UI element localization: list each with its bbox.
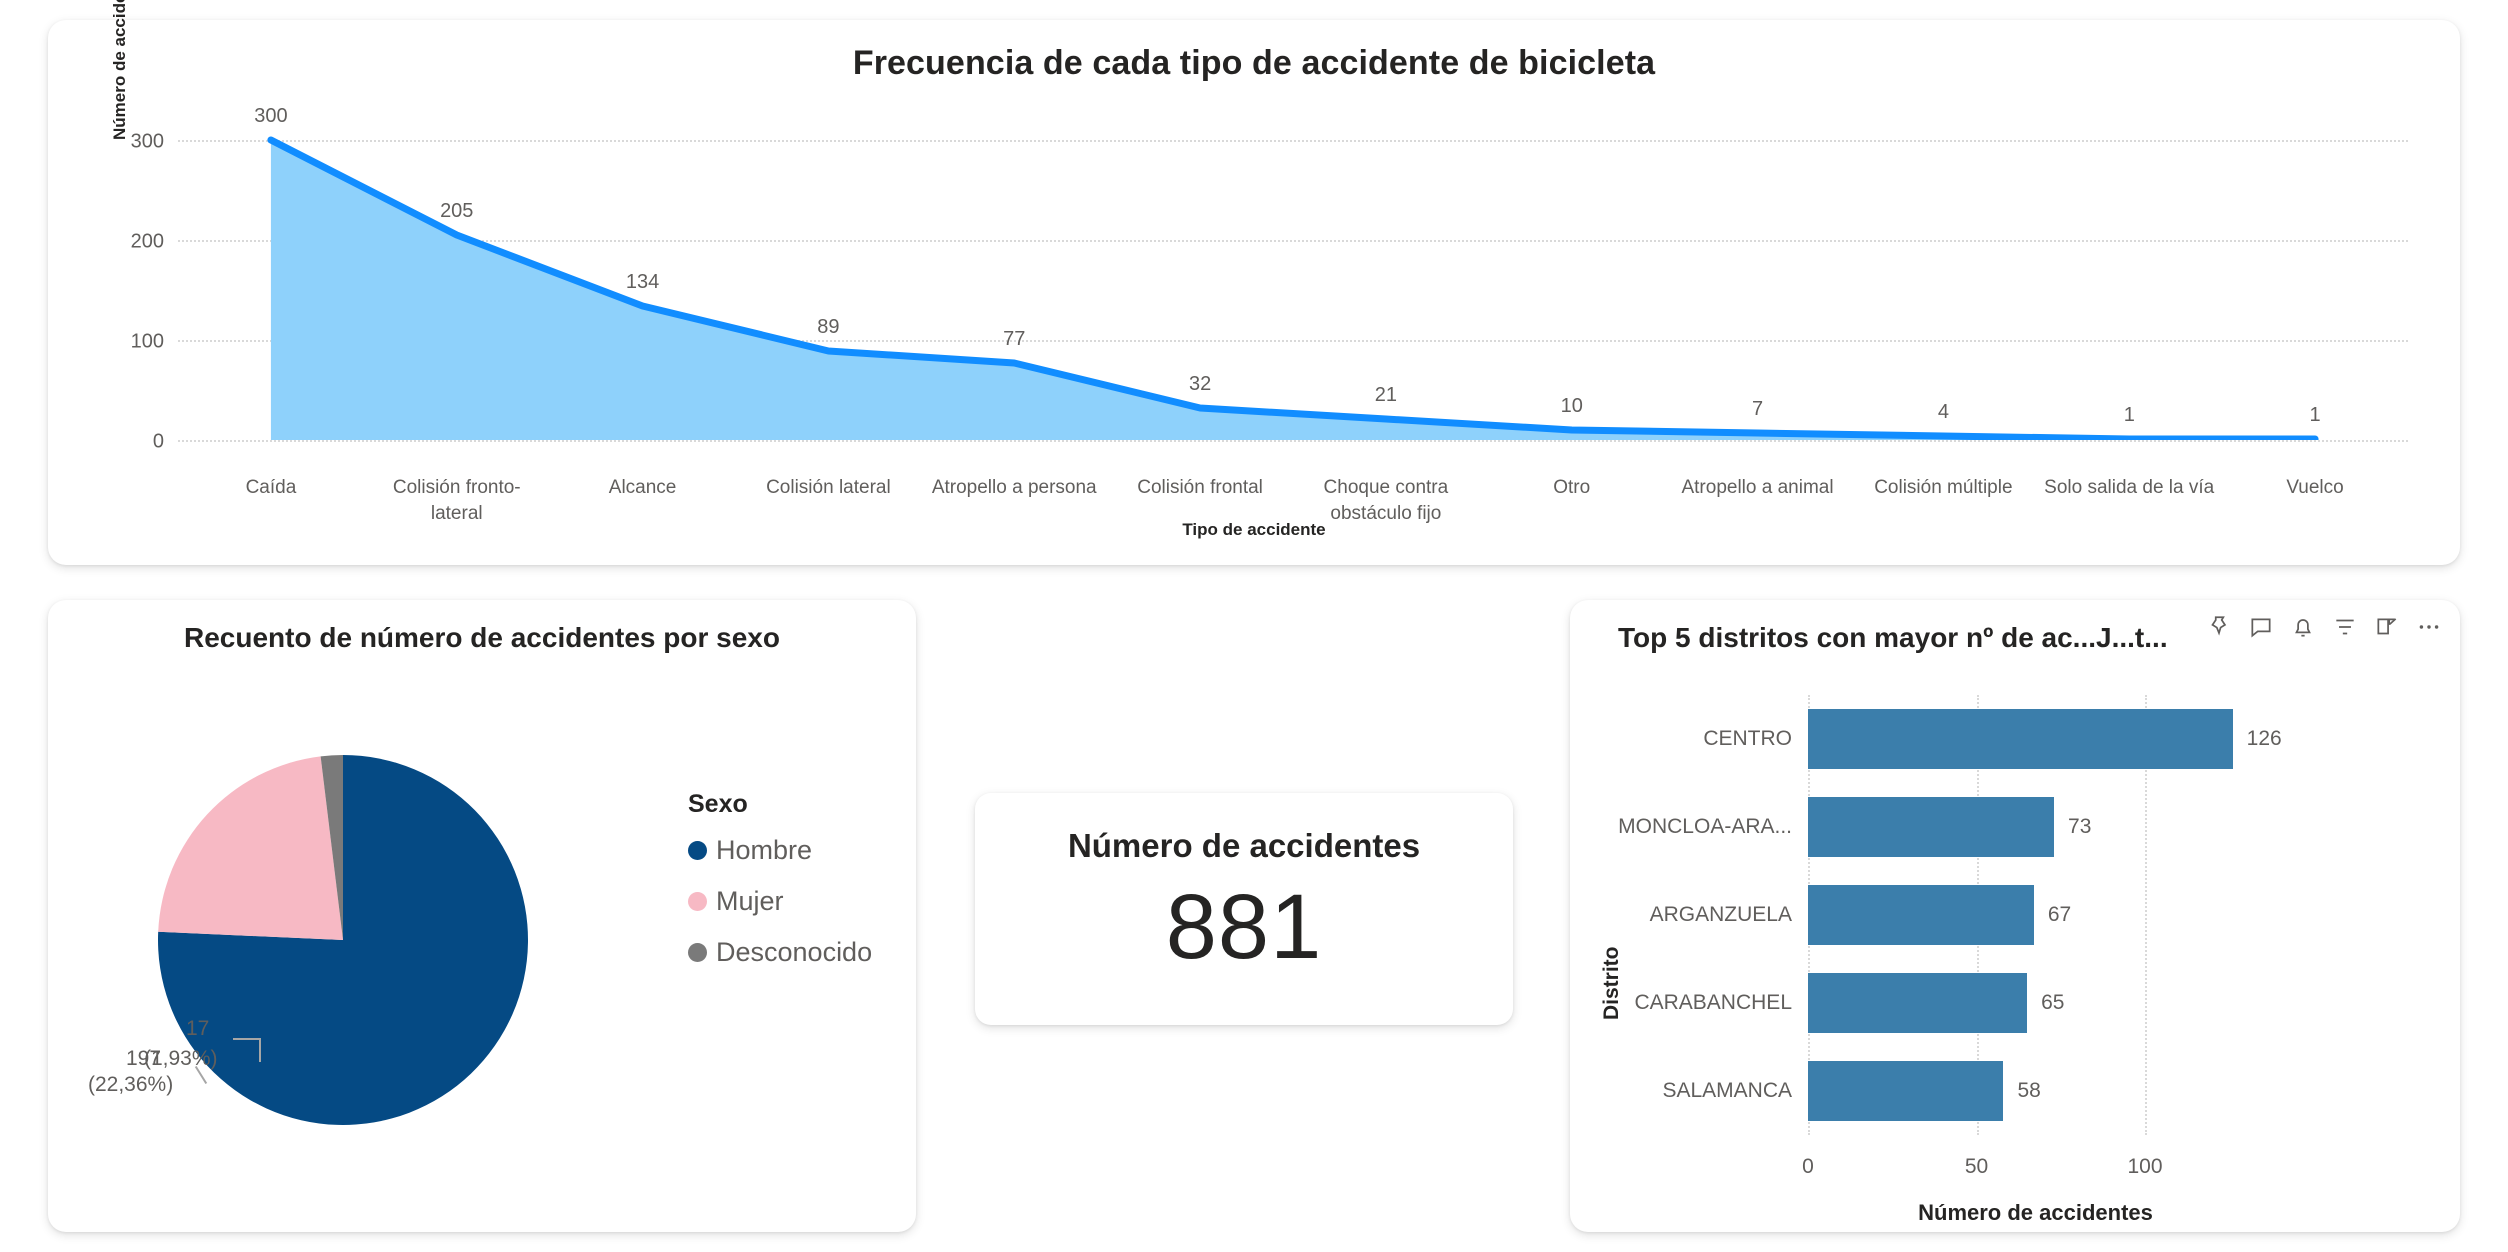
bar-chart-category-label: MONCLOA-ARA... xyxy=(1618,815,1792,838)
filter-icon[interactable] xyxy=(2332,614,2358,640)
pie-label-mujer-percent: (22,36%) xyxy=(88,1073,174,1096)
pie-slice[interactable] xyxy=(158,756,343,940)
legend-swatch-icon xyxy=(688,892,707,911)
bar-chart-y-axis-title: Distrito xyxy=(1600,946,1623,1021)
pie-leader-desconocido-v xyxy=(259,1038,261,1062)
bar-chart-x-axis-title: Número de accidentes xyxy=(1918,1200,2153,1225)
bar-chart-bar[interactable] xyxy=(1808,1061,2004,1121)
area-chart-data-label: 7 xyxy=(1752,398,1764,420)
area-chart-data-label: 10 xyxy=(1560,395,1583,417)
kpi-card-label: Número de accidentes xyxy=(1067,827,1421,864)
area-chart-data-label: 89 xyxy=(817,316,840,338)
pie-label-desconocido-value: 17 xyxy=(186,1017,210,1040)
legend-item-label: Hombre xyxy=(716,835,813,865)
pie-chart-title: Recuento de número de accidentes por sex… xyxy=(184,622,780,653)
focus-mode-icon[interactable] xyxy=(2374,614,2400,640)
area-chart-data-label: 32 xyxy=(1188,373,1212,395)
area-chart-y-tick: 100 xyxy=(130,330,164,353)
pie-slices[interactable] xyxy=(158,755,528,1125)
legend-item-label: Mujer xyxy=(716,886,784,916)
area-chart-data-label: 300 xyxy=(254,105,288,127)
area-chart-y-tick: 0 xyxy=(152,430,164,453)
area-chart-data-label: 4 xyxy=(1937,401,1949,423)
area-chart-gridline: 200 xyxy=(131,231,2408,253)
area-chart-y-tick: 200 xyxy=(130,230,164,253)
bar-chart-plot: 0 50 100 CENTRO 126 MONCLOA-ARA... 73 ARGANZUEL… xyxy=(1618,695,2282,1178)
area-chart-x-tick: Colisión lateral xyxy=(766,477,891,498)
bar-chart-bar[interactable] xyxy=(1808,885,2034,945)
legend-item-label: Desconocido xyxy=(716,937,873,967)
area-chart-data-label: 21 xyxy=(1374,384,1398,406)
area-chart-x-tick: Alcance xyxy=(608,477,677,498)
area-chart-x-tick: Colisión múltiple xyxy=(1874,477,2013,498)
pie-slice[interactable] xyxy=(320,755,343,940)
bar-chart-bar[interactable] xyxy=(1808,709,2233,769)
area-chart-y-axis-title: Número de accidentes xyxy=(110,0,129,140)
comment-icon[interactable] xyxy=(2248,614,2274,640)
area-chart-x-tick: Caída xyxy=(245,477,297,498)
bar-chart-data-label: 65 xyxy=(2041,991,2065,1014)
kpi-card-panel[interactable]: Número de accidentes 881 xyxy=(975,793,1513,1025)
more-options-icon[interactable] xyxy=(2416,614,2442,640)
bar-chart-category-label: SALAMANCA xyxy=(1662,1079,1792,1102)
visual-header-icons[interactable] xyxy=(2206,614,2442,640)
bar-chart-category-label: CENTRO xyxy=(1703,727,1792,750)
area-chart-x-tick: Colisión frontal xyxy=(1137,477,1263,498)
area-chart-gridline: 0 xyxy=(153,431,2408,453)
legend-item-desconocido[interactable]: Desconocido xyxy=(688,937,872,968)
area-chart-data-label: 77 xyxy=(1003,328,1026,350)
pie-chart-graphic[interactable] xyxy=(158,755,528,1125)
pin-icon[interactable] xyxy=(2206,614,2232,640)
bar-chart-x-tick: 100 xyxy=(2127,1155,2163,1178)
pie-label-mujer-value: 197 xyxy=(126,1047,162,1070)
pie-chart-legend: Sexo Hombre Mujer Desconocido xyxy=(688,790,872,988)
bar-chart-data-label: 126 xyxy=(2246,727,2282,750)
area-chart-x-tick: Otro xyxy=(1553,477,1591,498)
kpi-card-value: 881 xyxy=(1165,876,1323,978)
area-chart-data-label: 205 xyxy=(440,200,474,222)
pie-leader-desconocido-h xyxy=(233,1038,261,1040)
bar-chart-panel[interactable]: Top 5 distritos con mayor nº de ac...J..… xyxy=(1570,600,2460,1232)
area-chart-gridline: 300 xyxy=(131,131,2408,153)
bar-chart-bar[interactable] xyxy=(1808,973,2028,1033)
pie-chart-panel[interactable]: Recuento de número de accidentes por sex… xyxy=(48,600,916,1232)
legend-item-mujer[interactable]: Mujer xyxy=(688,886,872,917)
area-chart-y-tick: 300 xyxy=(130,130,164,153)
bar-chart-title: Top 5 distritos con mayor nº de ac...J..… xyxy=(1618,622,2168,653)
bar-chart-x-tick: 0 xyxy=(1802,1155,1814,1178)
area-chart-data-label: 1 xyxy=(2123,404,2135,426)
area-chart-x-axis-title: Tipo de accidente xyxy=(1182,520,1326,539)
bar-chart-gridline xyxy=(2145,695,2148,1135)
area-chart-x-tick: Solo salida de la vía xyxy=(2044,477,2215,498)
area-chart-x-categories: Caída Colisión fronto-lateral Alcance Colis… xyxy=(178,475,2408,555)
bar-chart-x-tick: 50 xyxy=(1964,1155,1989,1178)
bar-chart-category-label: CARABANCHEL xyxy=(1634,991,1792,1014)
bar-chart-category-label: ARGANZUELA xyxy=(1649,903,1792,926)
legend-title: Sexo xyxy=(688,790,748,818)
legend-swatch-icon xyxy=(688,943,707,962)
area-chart-x-tick: Vuelco xyxy=(2286,477,2344,498)
area-chart-gridline: 100 xyxy=(131,331,2408,353)
area-chart-data-label: 134 xyxy=(625,271,660,293)
area-chart-title: Frecuencia de cada tipo de accidente de … xyxy=(852,44,1656,82)
area-chart-plot: 0 100 200 300 300 205 134 89 77 32 21 10 7 4 1 1 xyxy=(131,105,2408,453)
area-chart-series xyxy=(267,136,2319,440)
area-chart-x-tick: Atropello a persona xyxy=(931,477,1097,498)
area-chart-data-label: 1 xyxy=(2309,404,2321,426)
area-chart-x-tick: Choque contra obstáculo fijo xyxy=(1323,477,1449,524)
bar-chart-data-label: 73 xyxy=(2068,815,2092,838)
bar-chart-data-label: 67 xyxy=(2047,903,2072,926)
legend-swatch-icon xyxy=(688,841,707,860)
area-chart-panel[interactable]: Frecuencia de cada tipo de accidente de … xyxy=(48,0,2460,565)
bar-chart-bar[interactable] xyxy=(1808,797,2055,857)
area-chart-x-tick: Colisión fronto-lateral xyxy=(392,477,521,524)
legend-item-hombre[interactable]: Hombre xyxy=(688,835,872,866)
pie-label-desconocido-percent: (1,93%) xyxy=(144,1047,218,1070)
bar-chart-data-label: 58 xyxy=(2017,1079,2041,1102)
area-chart-x-tick: Atropello a animal xyxy=(1681,477,1834,498)
alert-bell-icon[interactable] xyxy=(2290,614,2316,640)
